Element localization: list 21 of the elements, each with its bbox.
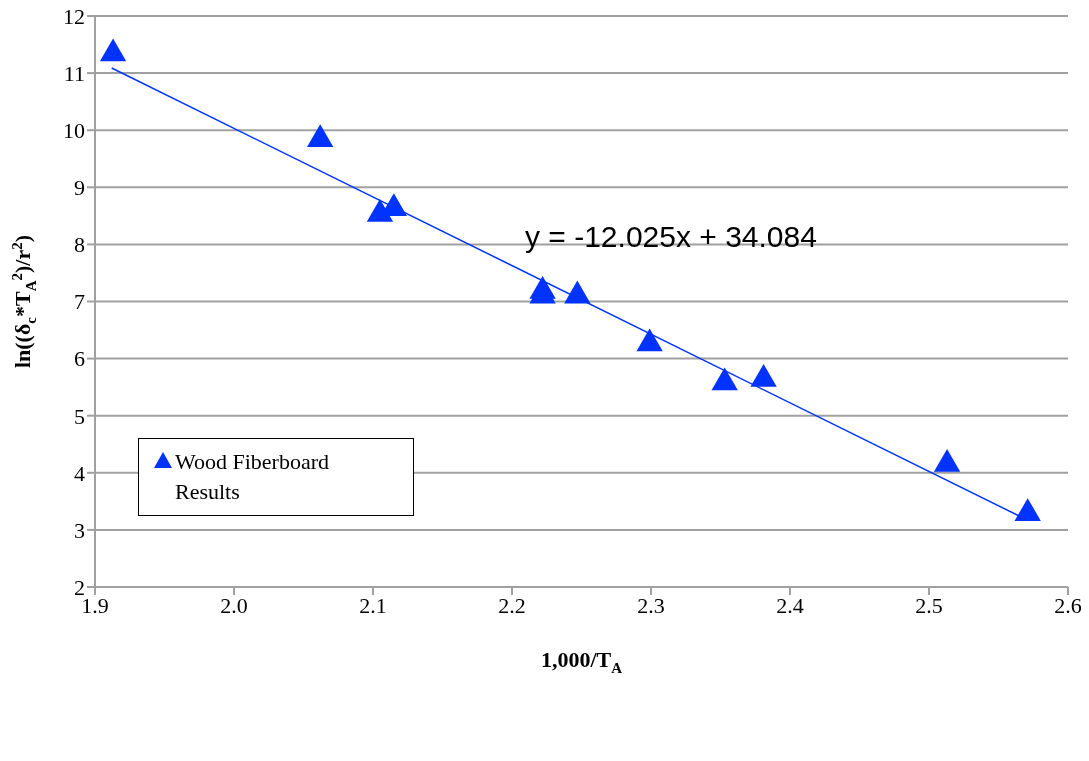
legend-label: Wood Fiberboard Results <box>175 448 331 506</box>
y-tick-label: 7 <box>74 289 85 315</box>
x-tick-label: 2.6 <box>1054 592 1082 618</box>
annotation: y = -12.025x + 34.084 <box>525 220 817 254</box>
y-tick-label: 2 <box>74 574 85 600</box>
x-tick-label: 2.3 <box>637 592 665 618</box>
y-tick-label: 12 <box>63 3 85 29</box>
y-tick-label: 3 <box>74 517 85 543</box>
x-tick-label: 2.0 <box>220 592 248 618</box>
y-tick-label: 11 <box>63 60 85 86</box>
y-tick-label: 9 <box>74 175 85 201</box>
x-tick-label: 2.1 <box>359 592 387 618</box>
y-axis-title: ln((δc*TA2)/r2) <box>9 234 39 369</box>
x-tick-label: 2.4 <box>776 592 804 618</box>
x-tick-label: 2.5 <box>915 592 943 618</box>
y-tick-label: 6 <box>74 346 85 372</box>
y-tick-label: 8 <box>74 232 85 258</box>
x-tick-label: 2.2 <box>498 592 526 618</box>
y-tick-label: 5 <box>74 403 85 429</box>
y-tick-label: 10 <box>63 118 85 144</box>
y-tick-label: 4 <box>74 460 85 486</box>
